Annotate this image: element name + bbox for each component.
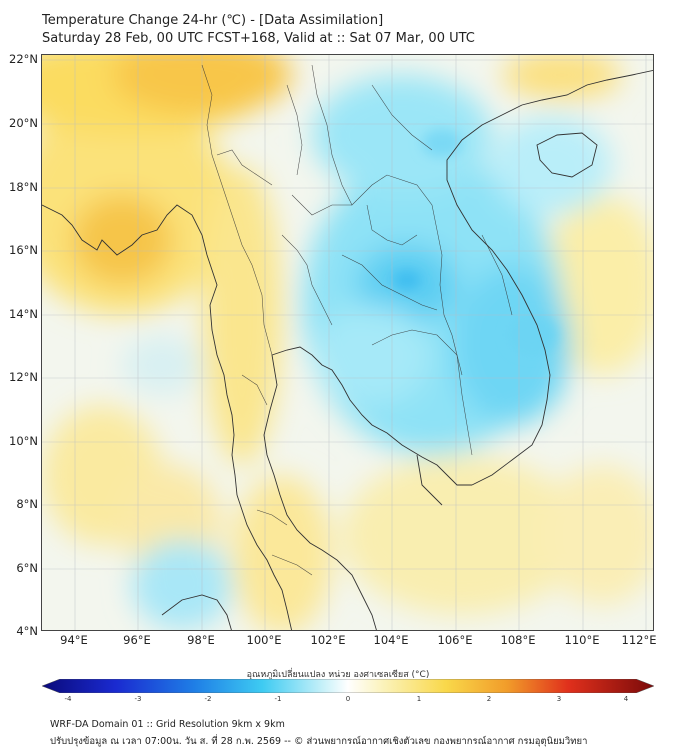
lat-label: 22°N xyxy=(9,52,38,66)
lat-label: 12°N xyxy=(9,370,38,384)
colorbar-tick: 3 xyxy=(556,695,562,703)
colorbar xyxy=(42,679,654,693)
colorbar-tick: 0 xyxy=(345,695,351,703)
coastlines xyxy=(42,69,653,630)
colorbar-tick: -4 xyxy=(64,695,72,703)
lat-label: 20°N xyxy=(9,116,38,130)
lon-label: 102°E xyxy=(310,633,346,647)
lat-label: 18°N xyxy=(9,180,38,194)
colorbar-label: อุณหภูมิเปลี่ยนแปลง หน่วย องศาเซลเซียส (… xyxy=(246,670,430,680)
borders xyxy=(201,64,513,576)
lon-label: 104°E xyxy=(373,633,409,647)
colorbar-tick: -1 xyxy=(274,695,282,703)
lat-label: 14°N xyxy=(9,307,38,321)
lat-label: 10°N xyxy=(9,434,38,448)
lat-label: 4°N xyxy=(16,624,38,638)
map-field xyxy=(42,55,653,630)
lat-label: 8°N xyxy=(16,497,38,511)
map-subtitle: Saturday 28 Feb, 00 UTC FCST+168, Valid … xyxy=(42,31,475,46)
colorbar-tick: -3 xyxy=(134,695,142,703)
lon-label: 96°E xyxy=(123,633,151,647)
lon-label: 112°E xyxy=(621,633,657,647)
lon-label: 98°E xyxy=(187,633,215,647)
lat-label: 6°N xyxy=(16,561,38,575)
lon-label: 94°E xyxy=(60,633,88,647)
colorbar-tick: 1 xyxy=(416,695,422,703)
footer-credit: ปรับปรุงข้อมูล ณ เวลา 07:00น. วัน ส. ที่… xyxy=(50,736,588,747)
footer-model-info: WRF-DA Domain 01 :: Grid Resolution 9km … xyxy=(50,719,285,730)
temperature-change-map xyxy=(41,54,654,631)
graticule xyxy=(42,55,653,630)
lon-label: 106°E xyxy=(437,633,473,647)
lon-label: 100°E xyxy=(246,633,282,647)
colorbar-tick: 2 xyxy=(486,695,492,703)
map-title: Temperature Change 24-hr (℃) - [Data Ass… xyxy=(42,13,384,28)
lon-label: 108°E xyxy=(500,633,536,647)
lon-label: 110°E xyxy=(564,633,600,647)
temperature-field xyxy=(42,55,653,630)
lat-label: 16°N xyxy=(9,243,38,257)
colorbar-tick: -2 xyxy=(204,695,212,703)
colorbar-tick: 4 xyxy=(623,695,629,703)
